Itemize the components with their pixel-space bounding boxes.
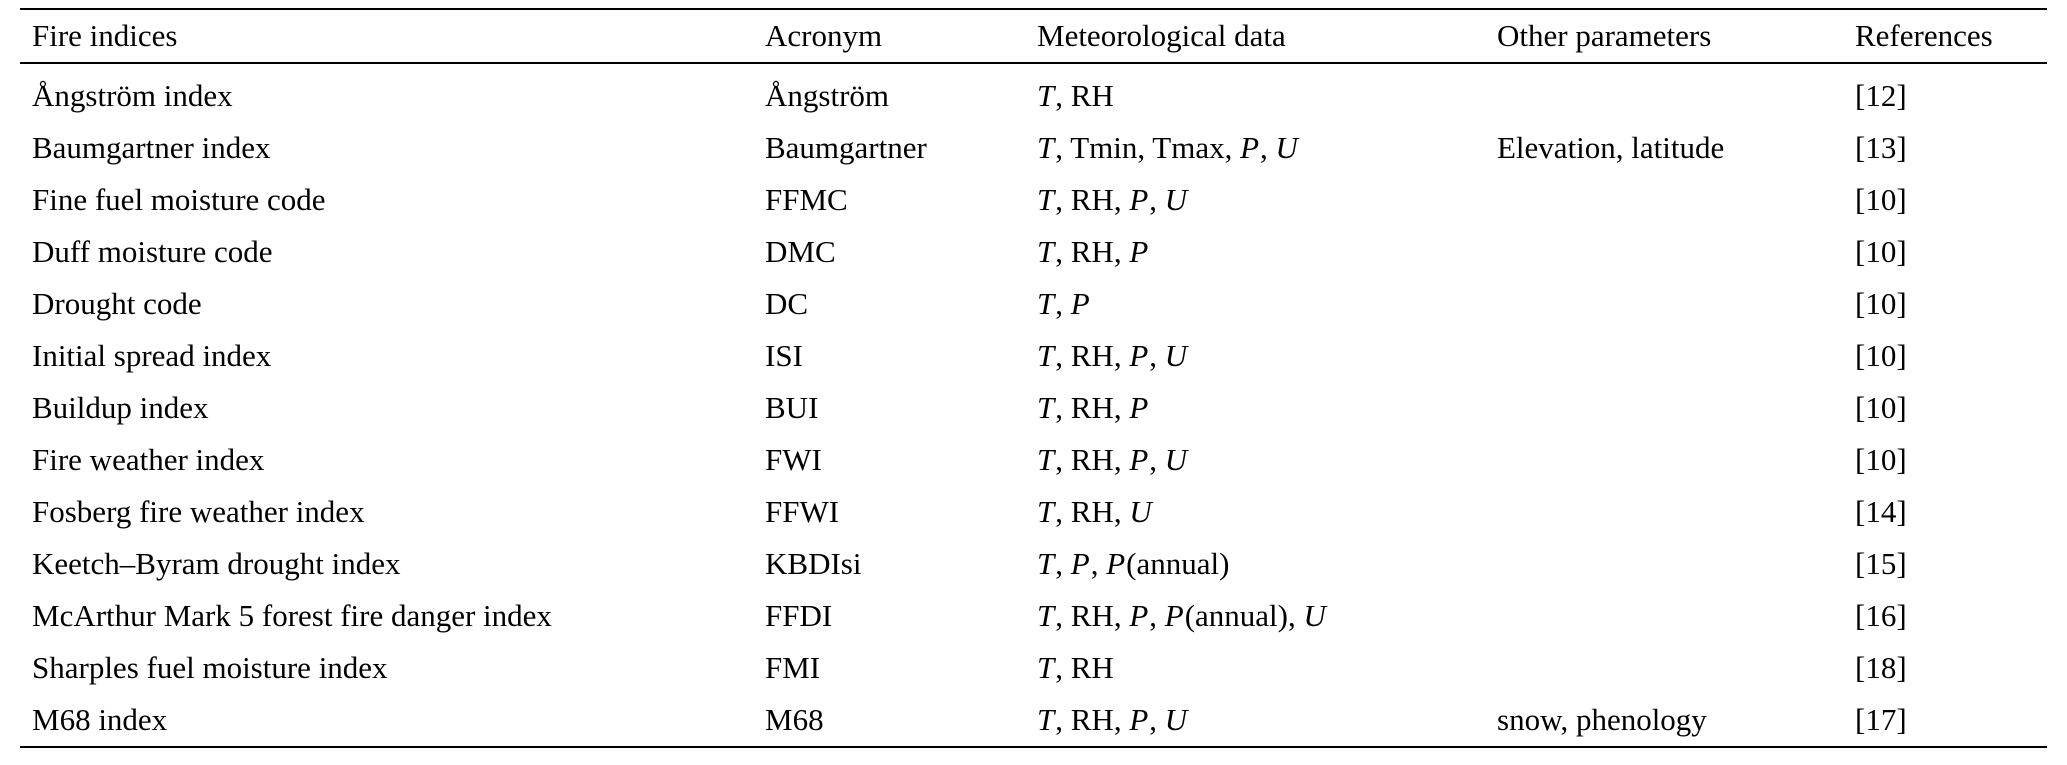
cell-met-data: T, Tmin, Tmax, P, U — [1037, 130, 1298, 165]
cell-other-params — [1497, 642, 1855, 694]
cell-other-params — [1497, 486, 1855, 538]
cell-acronym: Baumgartner — [765, 130, 927, 165]
cell-references: [13] — [1855, 130, 1907, 165]
cell-acronym: ISI — [765, 338, 803, 373]
cell-other-params: snow, phenology — [1497, 702, 1707, 737]
table-row: Duff moisture code DMC T, RH, P [10] — [20, 226, 2047, 278]
cell-met-data: T, RH, P, U — [1037, 338, 1188, 373]
cell-fire-index: Duff moisture code — [32, 234, 273, 269]
table-row: Buildup index BUI T, RH, P [10] — [20, 382, 2047, 434]
cell-acronym: KBDIsi — [765, 546, 862, 581]
cell-other-params — [1497, 434, 1855, 486]
cell-other-params — [1497, 382, 1855, 434]
cell-other-params — [1497, 63, 1855, 122]
header-other-parameters: Other parameters — [1497, 9, 1855, 64]
cell-references: [10] — [1855, 390, 1907, 425]
table-header: Fire indices Acronym Meteorological data… — [20, 9, 2047, 64]
cell-fire-index: Drought code — [32, 286, 202, 321]
cell-other-params — [1497, 278, 1855, 330]
cell-references: [10] — [1855, 442, 1907, 477]
table-body: Ångström index Ångström T, RH [12] Baumg… — [20, 63, 2047, 747]
header-row: Fire indices Acronym Meteorological data… — [20, 9, 2047, 64]
table-row: Ångström index Ångström T, RH [12] — [20, 63, 2047, 122]
cell-acronym: Ångström — [765, 78, 889, 113]
cell-acronym: BUI — [765, 390, 819, 425]
cell-acronym: FFDI — [765, 598, 833, 633]
table-row: Keetch–Byram drought index KBDIsi T, P, … — [20, 538, 2047, 590]
table-row: Sharples fuel moisture index FMI T, RH [… — [20, 642, 2047, 694]
table-row: Initial spread index ISI T, RH, P, U [10… — [20, 330, 2047, 382]
table-row: Fosberg fire weather index FFWI T, RH, U… — [20, 486, 2047, 538]
cell-references: [17] — [1855, 702, 1907, 737]
cell-references: [18] — [1855, 650, 1907, 685]
header-acronym: Acronym — [765, 9, 1037, 64]
cell-met-data: T, RH, P — [1037, 390, 1149, 425]
fire-indices-table-container: Fire indices Acronym Meteorological data… — [20, 8, 2047, 748]
cell-met-data: T, RH, P — [1037, 234, 1149, 269]
cell-references: [10] — [1855, 286, 1907, 321]
cell-references: [10] — [1855, 338, 1907, 373]
table-row: McArthur Mark 5 forest fire danger index… — [20, 590, 2047, 642]
header-references: References — [1855, 9, 2047, 64]
table-row: Fire weather index FWI T, RH, P, U [10] — [20, 434, 2047, 486]
cell-met-data: T, RH, P, U — [1037, 442, 1188, 477]
cell-other-params — [1497, 174, 1855, 226]
cell-acronym: FMI — [765, 650, 821, 685]
cell-acronym: M68 — [765, 702, 824, 737]
cell-other-params — [1497, 590, 1855, 642]
cell-acronym: DC — [765, 286, 809, 321]
cell-fire-index: Fosberg fire weather index — [32, 494, 365, 529]
cell-met-data: T, P, P(annual) — [1037, 546, 1230, 581]
cell-other-params — [1497, 330, 1855, 382]
cell-met-data: T, RH, P, P(annual), U — [1037, 598, 1326, 633]
cell-references: [15] — [1855, 546, 1907, 581]
cell-met-data: T, RH, U — [1037, 494, 1152, 529]
cell-fire-index: Sharples fuel moisture index — [32, 650, 388, 685]
cell-met-data: T, RH — [1037, 650, 1114, 685]
cell-other-params — [1497, 538, 1855, 590]
cell-acronym: FFMC — [765, 182, 848, 217]
table-row: Drought code DC T, P [10] — [20, 278, 2047, 330]
cell-other-params — [1497, 226, 1855, 278]
table-row: M68 index M68 T, RH, P, U snow, phenolog… — [20, 694, 2047, 747]
cell-met-data: T, RH, P, U — [1037, 702, 1188, 737]
cell-met-data: T, RH, P, U — [1037, 182, 1188, 217]
cell-fire-index: Fire weather index — [32, 442, 265, 477]
cell-fire-index: McArthur Mark 5 forest fire danger index — [32, 598, 552, 633]
cell-fire-index: Keetch–Byram drought index — [32, 546, 401, 581]
cell-fire-index: Buildup index — [32, 390, 209, 425]
cell-fire-index: Ångström index — [32, 78, 233, 113]
header-meteorological-data: Meteorological data — [1037, 9, 1497, 64]
cell-acronym: DMC — [765, 234, 836, 269]
cell-fire-index: Baumgartner index — [32, 130, 271, 165]
table-row: Baumgartner index Baumgartner T, Tmin, T… — [20, 122, 2047, 174]
cell-fire-index: Fine fuel moisture code — [32, 182, 326, 217]
table-row: Fine fuel moisture code FFMC T, RH, P, U… — [20, 174, 2047, 226]
cell-met-data: T, RH — [1037, 78, 1114, 113]
cell-fire-index: Initial spread index — [32, 338, 272, 373]
cell-acronym: FFWI — [765, 494, 840, 529]
cell-references: [10] — [1855, 182, 1907, 217]
cell-other-params: Elevation, latitude — [1497, 130, 1725, 165]
cell-met-data: T, P — [1037, 286, 1090, 321]
cell-references: [10] — [1855, 234, 1907, 269]
cell-references: [16] — [1855, 598, 1907, 633]
fire-indices-table: Fire indices Acronym Meteorological data… — [20, 8, 2047, 748]
cell-fire-index: M68 index — [32, 702, 168, 737]
cell-references: [12] — [1855, 78, 1907, 113]
header-fire-indices: Fire indices — [20, 9, 765, 64]
cell-references: [14] — [1855, 494, 1907, 529]
cell-acronym: FWI — [765, 442, 822, 477]
